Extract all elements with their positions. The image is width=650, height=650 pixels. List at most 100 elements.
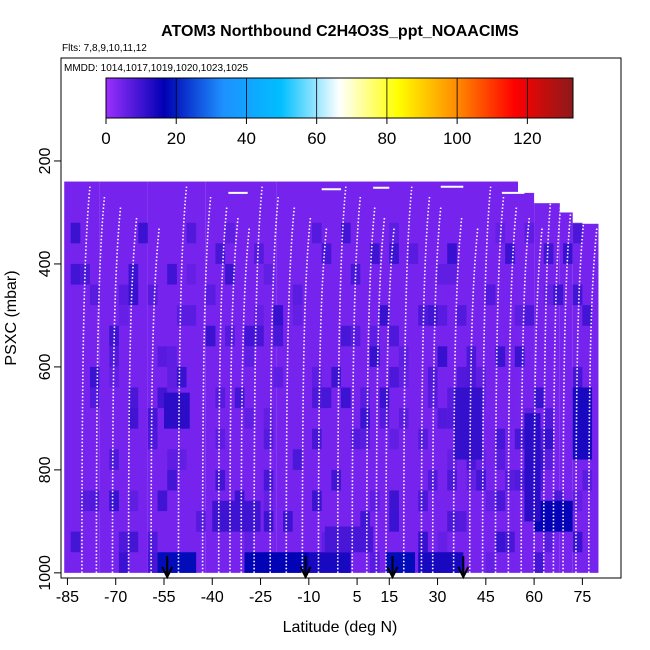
heatmap-cell — [350, 428, 361, 450]
heatmap-cell — [389, 325, 399, 347]
heatmap-cell-high — [453, 387, 483, 460]
heatmap-cell — [147, 284, 158, 306]
heatmap-cell — [505, 243, 515, 264]
heatmap-cell — [514, 346, 525, 367]
heatmap-cell — [505, 531, 515, 553]
heatmap-cell — [495, 490, 506, 512]
heatmap-cell — [389, 490, 399, 512]
y-axis: 200 400 600 800 1000 — [37, 148, 61, 591]
heatmap-cell — [89, 490, 100, 512]
heatmap-cell — [147, 428, 158, 450]
heatmap-cell — [244, 346, 255, 367]
heatmap-cell — [476, 469, 486, 491]
heatmap-cell — [447, 243, 457, 264]
colorbar-tick-label: 120 — [513, 129, 541, 148]
x-tick-label: 15 — [380, 589, 398, 606]
flight-track-trace — [253, 186, 263, 573]
heatmap-cell — [244, 408, 255, 429]
heatmap-cell — [514, 305, 525, 326]
heatmap-cell — [543, 284, 554, 306]
heatmap-cell — [128, 490, 139, 512]
x-tick-label: -55 — [152, 589, 175, 606]
heatmap-cell — [398, 346, 409, 367]
flight-track-trace — [301, 217, 312, 573]
colorbar-tick-label: 40 — [237, 129, 256, 148]
flight-track-trace — [520, 217, 531, 573]
heatmap-cell — [205, 325, 216, 347]
x-axis: -85 -70 -55 -40 -25 -10 5 15 30 45 60 75 — [56, 578, 591, 606]
heatmap-cell-high — [524, 413, 541, 522]
heatmap-cell — [369, 325, 380, 347]
flight-track-trace — [420, 196, 431, 573]
colorbar-tick-label: 20 — [167, 129, 186, 148]
heatmap-cell — [263, 490, 274, 512]
heatmap-cell — [341, 325, 351, 347]
heatmap-cell — [543, 408, 554, 429]
x-tick-label: 45 — [477, 589, 495, 606]
heatmap-cell — [176, 449, 187, 470]
heatmap-cell — [437, 408, 448, 429]
flight-track-trace — [494, 196, 505, 573]
heatmap-cell — [369, 552, 380, 573]
heatmap-cell-high — [386, 552, 416, 573]
heatmap-cell — [109, 366, 119, 388]
heatmap-cell — [572, 284, 583, 306]
heatmap-cell — [273, 325, 284, 347]
heatmap-cell — [263, 408, 274, 429]
heatmap-cell — [254, 325, 264, 347]
heatmap-cell — [89, 284, 100, 306]
heatmap-cell — [70, 263, 81, 285]
heatmap-cell — [379, 408, 390, 429]
heatmap-cell — [572, 366, 583, 388]
x-tick-label: -10 — [297, 589, 320, 606]
heatmap-cell — [292, 449, 303, 470]
heatmap-cell — [109, 490, 119, 512]
heatmap-cell-high — [212, 500, 261, 532]
heatmap-cell — [167, 449, 177, 470]
heatmap-cell — [186, 222, 197, 244]
heatmap-cell — [447, 387, 457, 409]
heatmap-cell — [437, 263, 448, 285]
y-tick-label: 200 — [37, 148, 54, 175]
x-tick-label: -85 — [56, 589, 79, 606]
flight-track-trace — [385, 227, 395, 573]
heatmap-cell — [456, 366, 467, 388]
y-tick-label: 400 — [37, 250, 54, 277]
flight-track-trace — [452, 217, 463, 573]
flight-track-trace — [240, 227, 251, 573]
heatmap-cell — [128, 284, 139, 306]
flight-track-trace — [552, 196, 563, 573]
flight-track-trace — [95, 196, 106, 573]
heatmap-cell — [389, 428, 399, 450]
heatmap-cell — [263, 428, 274, 450]
heatmap-cell — [582, 305, 593, 326]
flight-track-trace — [575, 217, 585, 573]
flight-track-trace — [177, 186, 188, 573]
heatmap-cell — [225, 263, 235, 285]
heatmap-cell — [312, 387, 322, 409]
heatmap-cell — [369, 346, 380, 367]
heatmap-cell — [505, 469, 515, 491]
heatmap-cell — [89, 387, 100, 409]
heatmap-region — [99, 181, 148, 573]
heatmap-cell — [312, 490, 322, 512]
heatmap-cell — [514, 428, 525, 450]
colorbar-bar — [105, 77, 574, 119]
heatmap-cell — [447, 408, 457, 429]
heatmap-cell — [456, 305, 467, 326]
x-axis-label: Latitude (deg N) — [283, 619, 398, 636]
heatmap-cell — [398, 366, 409, 388]
heatmap-cell — [389, 511, 399, 532]
heatmap-cell — [553, 284, 564, 306]
heatmap-cell — [254, 305, 264, 326]
heatmap-cell — [292, 284, 303, 306]
flight-track-trace — [201, 196, 212, 573]
heatmap-cell — [447, 263, 457, 285]
heatmap-cell — [118, 284, 129, 306]
x-tick-label: 75 — [573, 589, 591, 606]
x-tick-label: 5 — [353, 589, 362, 606]
heatmap-cell — [360, 387, 370, 409]
heatmap-cell-high — [572, 387, 593, 460]
heatmap-cell — [138, 222, 148, 244]
heatmap-cell — [196, 511, 206, 532]
